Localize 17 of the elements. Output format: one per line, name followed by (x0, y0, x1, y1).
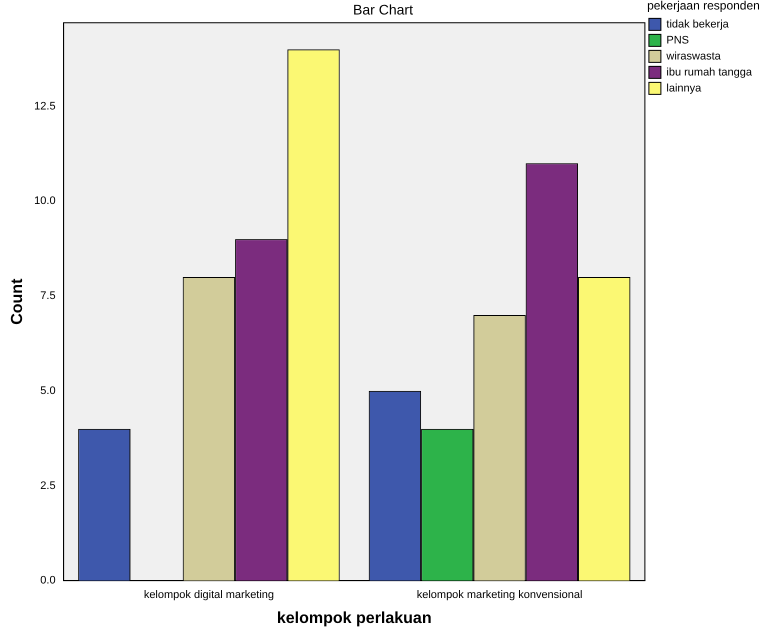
legend-title: pekerjaan responden (647, 0, 760, 12)
y-tick-label: 5.0 (40, 384, 56, 397)
chart-title: Bar Chart (353, 1, 414, 18)
x-axis-title: kelompok perlakuan (276, 610, 432, 627)
x-tick-label: kelompok digital marketing (144, 589, 274, 602)
y-tick-label: 7.5 (40, 290, 56, 302)
y-axis-title: Count (9, 278, 26, 325)
legend-label: ibu rumah tangga (666, 66, 753, 78)
y-tick-label: 10.0 (34, 195, 56, 208)
y-tick-label: 12.5 (34, 100, 56, 112)
x-tick-label: kelompok marketing konvensional (416, 589, 582, 602)
legend-label: PNS (666, 34, 690, 46)
y-tick-label: 0.0 (40, 574, 56, 587)
legend-label: wiraswasta (665, 50, 722, 62)
y-tick-label: 2.5 (40, 480, 56, 492)
legend-label: tidak bekerja (666, 18, 730, 30)
legend-label: lainnya (666, 82, 702, 94)
